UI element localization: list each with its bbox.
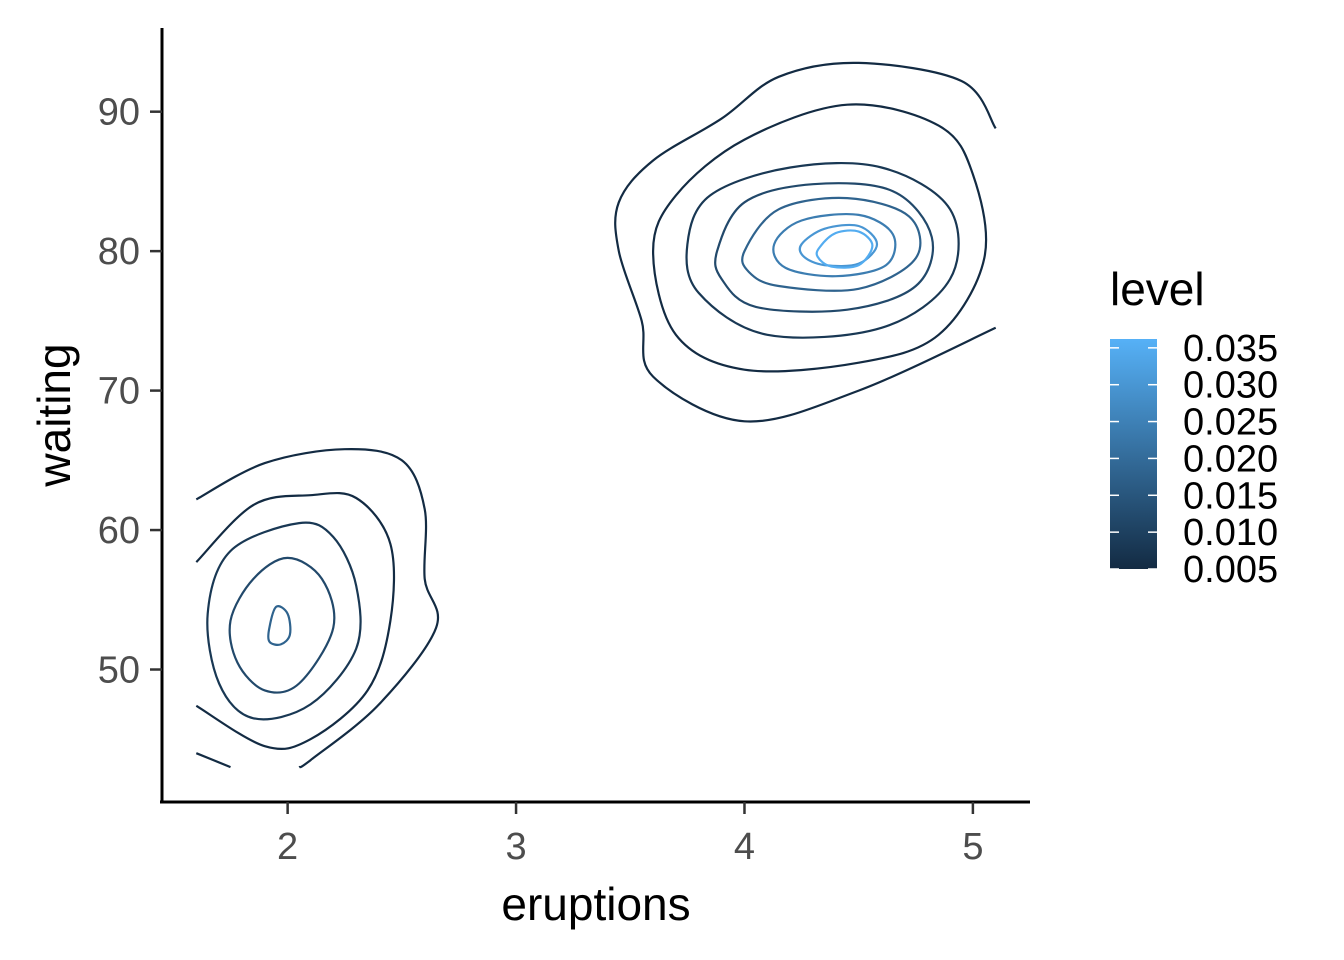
y-tick-label: 60 bbox=[98, 510, 140, 552]
y-tick-label: 90 bbox=[98, 92, 140, 134]
y-axis-title: waiting bbox=[28, 343, 80, 487]
x-axis-ticks: 2 3 4 5 bbox=[277, 802, 983, 868]
contour-line bbox=[772, 213, 897, 278]
contour-line bbox=[652, 103, 988, 373]
contour-line bbox=[798, 223, 879, 268]
x-tick-label: 4 bbox=[734, 826, 755, 868]
contour-line bbox=[714, 182, 934, 313]
x-axis-title: eruptions bbox=[501, 878, 690, 930]
legend-tick-label: 0.030 bbox=[1183, 365, 1278, 407]
y-tick-label: 50 bbox=[98, 650, 140, 692]
legend-tick-label: 0.025 bbox=[1183, 402, 1278, 444]
legend-tick-label: 0.020 bbox=[1183, 438, 1278, 480]
x-tick-label: 2 bbox=[277, 826, 298, 868]
legend-tick-label: 0.005 bbox=[1183, 549, 1278, 591]
legend-tick-label: 0.035 bbox=[1183, 328, 1278, 370]
contour-line bbox=[614, 61, 997, 423]
contour-line bbox=[741, 196, 922, 292]
axes: 2 3 4 5 50 60 70 80 90 eruptions waiting bbox=[28, 28, 1030, 930]
y-tick-label: 80 bbox=[98, 231, 140, 273]
legend-tick-label: 0.010 bbox=[1183, 512, 1278, 554]
legend-colorbar bbox=[1110, 339, 1157, 569]
contour-line bbox=[685, 162, 960, 339]
x-tick-label: 5 bbox=[962, 826, 983, 868]
contour-line bbox=[267, 605, 292, 646]
y-tick-label: 70 bbox=[98, 371, 140, 413]
contour-line bbox=[195, 752, 231, 769]
legend: level 0.0050.0100.0150.0200.0250.0300.03… bbox=[1110, 263, 1278, 591]
legend-title: level bbox=[1110, 263, 1205, 315]
contour-line bbox=[815, 229, 874, 269]
y-axis-ticks: 50 60 70 80 90 bbox=[98, 92, 162, 692]
contour-line bbox=[195, 448, 439, 769]
x-tick-label: 3 bbox=[505, 826, 526, 868]
contour-lines bbox=[195, 61, 997, 769]
legend-tick-label: 0.015 bbox=[1183, 475, 1278, 517]
contour-line bbox=[195, 491, 396, 750]
contour-line bbox=[206, 521, 362, 721]
contour-line bbox=[228, 556, 336, 694]
